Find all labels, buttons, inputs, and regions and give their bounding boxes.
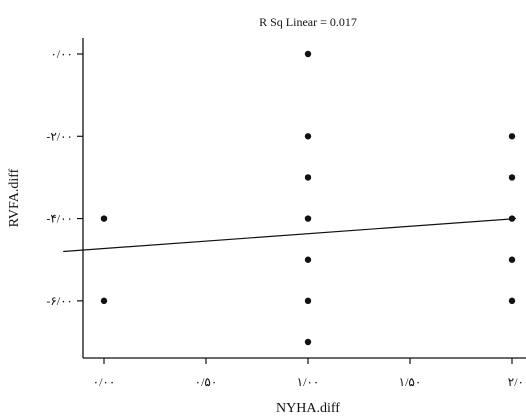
data-point xyxy=(304,215,312,222)
data-point xyxy=(508,215,516,222)
data-point xyxy=(304,297,312,305)
y-tick-label: ۰/۰۰ xyxy=(50,47,73,61)
chart-title: R Sq Linear = 0.017 xyxy=(259,15,357,29)
fit-line-group xyxy=(63,217,517,253)
x-axis-label: NYHA.diff xyxy=(276,401,340,416)
fit-line xyxy=(63,217,517,253)
x-tick-label: ۲/۰ xyxy=(508,375,524,389)
x-tick-label: ۱/۰۰ xyxy=(297,375,320,389)
data-point xyxy=(100,297,108,305)
y-axis-label: RVFA.diff xyxy=(7,168,22,227)
data-point xyxy=(304,256,312,263)
x-tick-label: ۱/۵۰ xyxy=(399,375,422,389)
y-tick-label: -۲/۰۰ xyxy=(46,129,73,143)
x-tick-label: ۰/۵۰ xyxy=(195,375,218,389)
data-point xyxy=(508,256,516,263)
data-point xyxy=(508,297,516,305)
data-point xyxy=(100,215,108,222)
y-axis-ticks: ۰/۰۰ -۲/۰۰ -۴/۰۰ -۶/۰۰ xyxy=(46,47,83,308)
data-point xyxy=(304,50,312,58)
data-point xyxy=(508,133,516,140)
y-tick-label: -۶/۰۰ xyxy=(46,294,73,308)
x-axis-ticks: ۰/۰۰ ۰/۵۰ ۱/۰۰ ۱/۵۰ ۲/۰ xyxy=(93,358,524,389)
data-point xyxy=(304,133,312,140)
data-point xyxy=(304,174,312,181)
data-points xyxy=(100,50,516,346)
data-point xyxy=(508,174,516,181)
y-tick-label: -۴/۰۰ xyxy=(46,212,73,226)
data-point xyxy=(304,338,312,346)
x-tick-label: ۰/۰۰ xyxy=(93,375,116,389)
